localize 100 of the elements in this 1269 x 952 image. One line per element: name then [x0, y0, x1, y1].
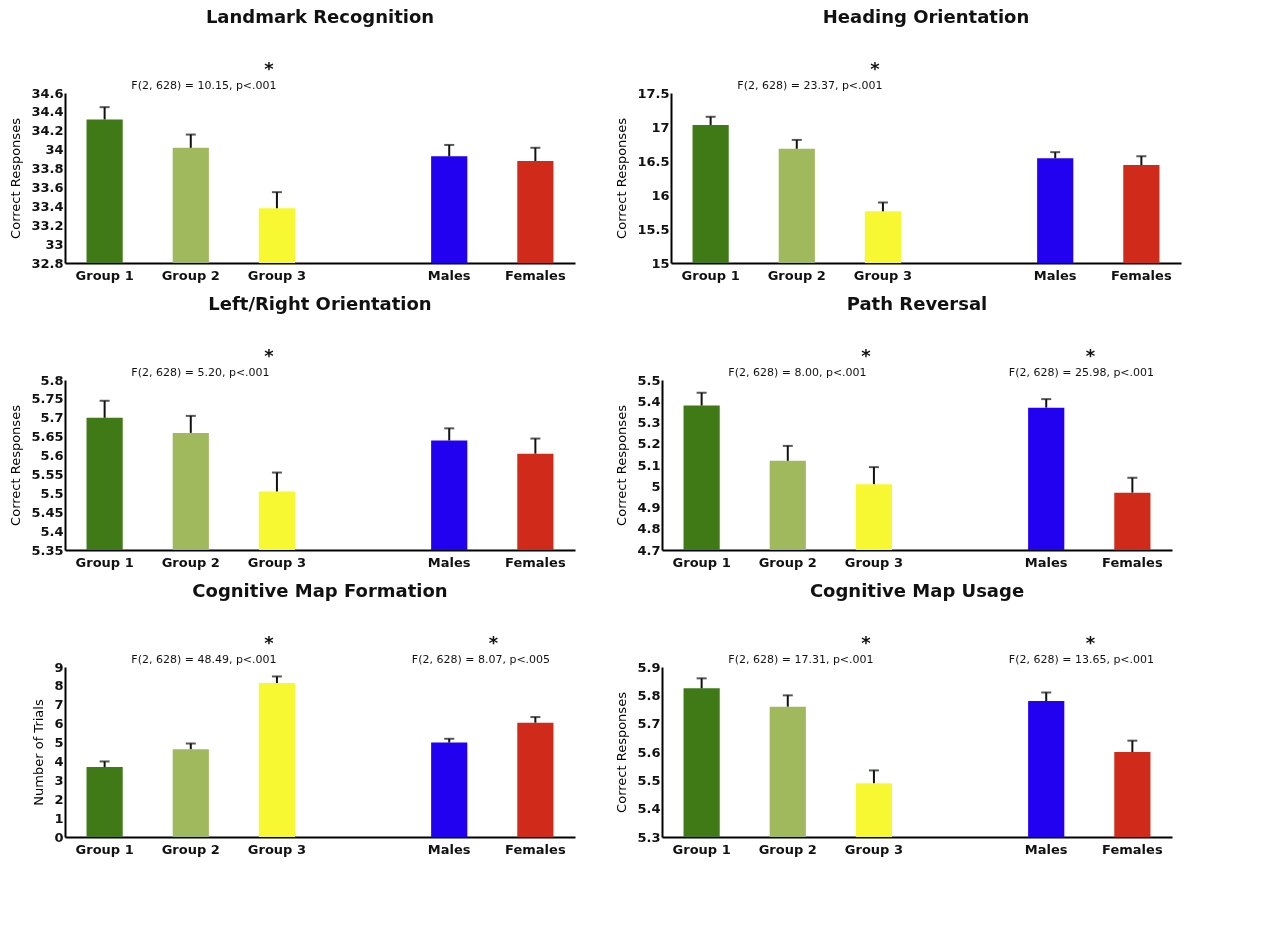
- x-tick-label: Group 2: [161, 554, 220, 570]
- y-tick-label: 5.7: [40, 410, 64, 426]
- y-axis-title: Correct Responses: [8, 404, 24, 526]
- text: F(2, 628) = 23.37, p<.001: [737, 79, 883, 92]
- y-tick-label: 5.4: [637, 393, 661, 409]
- y-tick-label: 5.6: [40, 448, 64, 464]
- y-tick-label: 32.8: [31, 255, 64, 271]
- y-tick-label: 5.5: [637, 772, 661, 788]
- x-tick-label: Group 3: [247, 267, 306, 283]
- y-tick-label: 5.5: [637, 372, 661, 388]
- y-tick-label: 16.5: [637, 153, 670, 169]
- bar: [517, 722, 554, 837]
- x-tick-label: Group 3: [844, 554, 903, 570]
- x-tick-label: Group 1: [681, 267, 740, 283]
- x-tick-label: Females: [505, 554, 566, 570]
- x-tick-label: Females: [505, 841, 566, 857]
- chart-title: Cognitive Map Formation: [192, 580, 448, 601]
- y-tick-label: 33.4: [31, 198, 64, 214]
- text: F(2, 628) = 8.07, p<.005: [411, 653, 551, 666]
- y-tick-label: 7: [54, 697, 64, 713]
- text: F(2, 628) = 5.20, p<.001: [131, 366, 270, 379]
- y-tick-label: 4: [54, 753, 64, 769]
- y-tick-label: 0: [54, 829, 64, 845]
- text: F(2, 628) = 8.00, p<.001: [728, 366, 867, 379]
- y-tick-label: 17: [651, 119, 670, 135]
- chart-title: Heading Orientation: [822, 6, 1030, 27]
- x-tick-label: Group 1: [75, 554, 134, 570]
- y-tick-label: 33: [45, 236, 64, 252]
- y-tick-label: 5.4: [40, 523, 64, 539]
- y-tick-label: 34.6: [31, 85, 64, 101]
- x-tick-label: Group 3: [844, 841, 903, 857]
- y-tick-label: 5.45: [31, 504, 64, 520]
- text: *: [1085, 632, 1096, 653]
- text: F(2, 628) = 13.65, p<.001: [1008, 653, 1155, 666]
- y-tick-label: 5.1: [637, 457, 661, 473]
- y-tick-label: 4.8: [637, 521, 661, 537]
- y-axis-title: Correct Responses: [614, 404, 630, 526]
- chart-title: Cognitive Map Usage: [809, 580, 1025, 601]
- bar: [431, 742, 468, 837]
- bar: [86, 767, 123, 837]
- x-tick-label: Group 3: [247, 841, 306, 857]
- y-tick-label: 9: [54, 659, 64, 675]
- text: *: [488, 632, 499, 653]
- text: *: [264, 58, 275, 79]
- x-tick-label: Males: [1033, 267, 1077, 283]
- x-tick-label: Males: [1024, 841, 1068, 857]
- x-tick-label: Group 1: [75, 267, 134, 283]
- x-tick-label: Group 2: [758, 841, 817, 857]
- y-tick-label: 6: [54, 716, 64, 732]
- y-tick-label: 5.35: [31, 542, 64, 558]
- text: *: [870, 58, 881, 79]
- x-tick-label: Group 1: [672, 841, 731, 857]
- text: *: [861, 345, 872, 366]
- text: F(2, 628) = 10.15, p<.001: [131, 79, 277, 92]
- x-tick-label: Females: [1111, 267, 1172, 283]
- y-tick-label: 4.7: [637, 542, 661, 558]
- text: *: [1085, 345, 1096, 366]
- y-tick-label: 5.3: [637, 829, 661, 845]
- text: F(2, 628) = 25.98, p<.001: [1008, 366, 1155, 379]
- x-tick-label: Group 3: [247, 554, 306, 570]
- x-tick-label: Females: [1102, 554, 1163, 570]
- y-tick-label: 5.4: [637, 801, 661, 817]
- y-tick-label: 5.7: [637, 716, 661, 732]
- y-tick-label: 5.8: [40, 372, 64, 388]
- chart-title: Path Reversal: [846, 293, 988, 314]
- y-tick-label: 16: [651, 187, 670, 203]
- chart-title: Landmark Recognition: [205, 6, 435, 27]
- x-tick-label: Males: [427, 267, 471, 283]
- x-tick-label: Females: [505, 267, 566, 283]
- y-tick-label: 34: [45, 142, 64, 158]
- text: *: [264, 345, 275, 366]
- y-tick-label: 4.9: [637, 500, 661, 515]
- x-tick-label: Group 2: [758, 554, 817, 570]
- y-tick-label: 5.9: [637, 659, 661, 675]
- y-tick-label: 5: [54, 735, 64, 751]
- y-tick-label: 17.5: [637, 85, 670, 101]
- y-tick-label: 5.6: [637, 744, 661, 760]
- y-tick-label: 5.5: [40, 485, 64, 501]
- y-tick-label: 33.8: [31, 161, 64, 177]
- text: F(2, 628) = 17.31, p<.001: [728, 653, 874, 666]
- x-tick-label: Males: [427, 841, 471, 857]
- y-axis-title: Number of Trials: [31, 699, 47, 806]
- y-tick-label: 5.55: [31, 466, 64, 482]
- y-tick-label: 1: [54, 810, 64, 826]
- text: *: [861, 632, 872, 653]
- y-axis-title: Correct Responses: [614, 691, 630, 813]
- bar: [258, 683, 296, 837]
- x-tick-label: Males: [427, 554, 471, 570]
- text: *: [264, 632, 275, 653]
- y-tick-label: 5.75: [31, 391, 64, 407]
- y-axis-title: Correct Responses: [614, 117, 630, 239]
- x-tick-label: Group 3: [853, 267, 912, 283]
- y-tick-label: 33.2: [31, 217, 64, 233]
- y-tick-label: 15: [651, 255, 670, 271]
- text: F(2, 628) = 48.49, p<.001: [131, 653, 277, 666]
- y-tick-label: 5.3: [637, 415, 661, 430]
- y-tick-label: 3: [54, 772, 64, 788]
- y-tick-label: 8: [54, 678, 64, 694]
- y-tick-label: 15.5: [637, 221, 670, 237]
- x-tick-label: Group 2: [161, 267, 220, 283]
